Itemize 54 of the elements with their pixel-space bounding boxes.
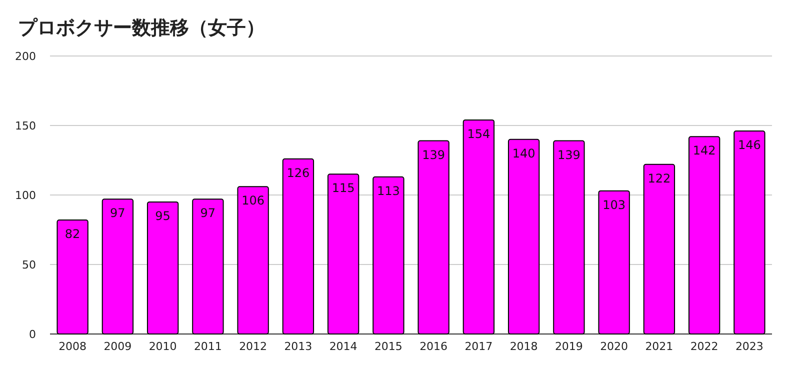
bar [282,158,314,334]
data-label: 103 [602,198,626,212]
bar [734,130,766,334]
data-label: 122 [648,171,671,186]
x-tick-label: 2015 [374,340,402,353]
bar [462,119,495,334]
bar [688,136,720,334]
data-label: 142 [692,144,716,158]
y-tick-label: 0 [29,328,36,341]
bar [553,140,585,334]
x-tick-label: 2013 [284,340,312,353]
y-tick-label: 100 [15,189,36,202]
bar [418,140,450,334]
x-tick-label: 2012 [239,340,268,353]
bar [508,138,540,334]
y-tick-label: 200 [15,50,36,63]
bar [192,198,224,334]
x-tick-label: 2020 [600,340,628,353]
y-tick-label: 50 [22,258,36,272]
bar [56,220,88,334]
data-label: 146 [738,138,761,152]
x-tick-label: 2008 [58,340,87,353]
x-tick-label: 2022 [690,340,718,353]
x-tick-label: 2010 [148,340,177,353]
x-tick-label: 2023 [735,340,764,353]
data-label: 82 [64,227,80,242]
data-label: 97 [200,206,216,220]
x-tick-label: 2018 [510,340,538,353]
data-label: 97 [110,206,126,220]
data-label: 140 [512,146,536,160]
x-tick-label: 2009 [104,340,132,353]
x-tick-label: 2019 [554,340,583,353]
chart-title: プロボクサー数推移（女子） [18,17,265,39]
data-label: 126 [286,166,310,180]
data-label: 139 [422,148,446,162]
x-tick-label: 2014 [329,340,358,353]
data-label: 154 [467,126,490,141]
data-label: 95 [155,208,170,223]
data-label: 115 [332,181,355,196]
bar [237,186,269,334]
x-tick-label: 2017 [464,340,493,353]
bar [327,174,360,334]
x-tick-label: 2011 [194,340,222,353]
data-label: 113 [376,184,400,198]
bar [598,190,630,334]
bar [146,201,179,334]
data-label: 106 [242,194,265,208]
y-tick-label: 150 [15,120,36,132]
bar [372,176,404,334]
bar [102,198,134,334]
bar [643,164,676,334]
x-tick-label: 2016 [420,340,448,353]
x-tick-label: 2021 [645,340,674,353]
data-label: 139 [557,148,580,162]
